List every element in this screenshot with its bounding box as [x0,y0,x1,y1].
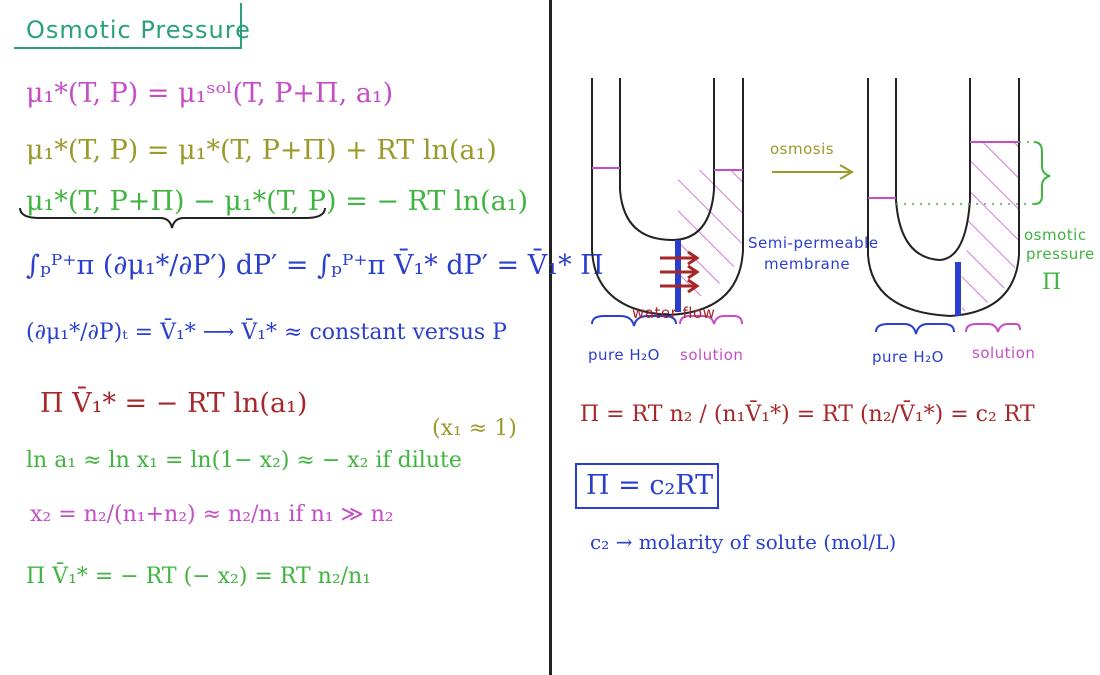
label-pressure: pressure [1026,245,1095,263]
page-title: Osmotic Pressure [26,16,251,44]
equation-pi-vbar: Π V̄₁* = − RT ln(a₁) [40,388,308,419]
underbrace [19,207,326,229]
equation-boxed-result: Π = c₂RT [586,470,714,501]
equation-chemical-potential-solution: μ₁*(T, P) = μ₁ˢᵒˡ(T, P+Π, a₁) [26,78,394,109]
equation-c2-definition: c₂ → molarity of solute (mol/L) [590,530,897,554]
u-tube-right [867,78,1051,335]
equation-integral: ∫ₚᴾ⁺ᴨ (∂μ₁*/∂P′) dP′ = ∫ₚᴾ⁺ᴨ V̄₁* dP′ = … [26,250,604,281]
label-solution-right: solution [972,344,1036,362]
brace-pure-water-right [875,323,955,335]
label-pure-water-right: pure H₂O [872,348,944,366]
label-membrane: membrane [764,255,851,273]
u-tube-left [591,78,744,327]
brace-osmotic-pressure [1033,141,1051,205]
label-osmosis: osmosis [770,140,835,158]
equation-pi-concentration: Π = RT n₂ / (n₁V̄₁*) = RT (n₂/V̄₁*) = c₂… [580,402,1035,427]
u-tube-left-outer [591,78,744,317]
brace-solution-right [965,323,1021,333]
label-semi-permeable: Semi-permeable [748,234,879,252]
membrane-left [675,240,681,312]
boxed-result-frame [575,463,719,509]
label-solution-left: solution [680,346,744,364]
equation-pi-result: Π V̄₁* = − RT (− x₂) = RT n₂/n₁ [26,564,372,589]
membrane-right [955,262,961,316]
brace-solution-left [679,315,743,325]
label-pure-water-left: pure H₂O [588,346,660,364]
water-flow-arrows [660,250,700,294]
equation-potential-difference: μ₁*(T, P+Π) − μ₁*(T, P) = − RT ln(a₁) [26,186,529,217]
title-box [14,3,242,49]
brace-pure-water-left [591,315,677,327]
equation-molar-volume: (∂μ₁*/∂P)ₜ = V̄₁* ⟶ V̄₁* ≈ constant vers… [26,320,507,345]
label-osmotic: osmotic [1024,226,1087,244]
equation-mole-fraction: x₂ = n₂/(n₁+n₂) ≈ n₂/n₁ if n₁ ≫ n₂ [30,502,394,527]
equation-chemical-potential-activity: μ₁*(T, P) = μ₁*(T, P+Π) + RT ln(a₁) [26,135,497,166]
label-water-flow: water flow [632,304,716,322]
page-divider [549,0,552,675]
osmosis-arrow [772,164,854,180]
label-pi-symbol: Π [1042,270,1062,295]
u-tube-left-inner [619,78,715,242]
equation-dilute-note: (x₁ ≈ 1) [432,416,517,441]
equation-dilute-approx: ln a₁ ≈ ln x₁ = ln(1− x₂) ≈ − x₂ if dilu… [26,448,462,473]
u-tube-right-inner [895,78,971,262]
u-tube-right-outer [867,78,1020,318]
